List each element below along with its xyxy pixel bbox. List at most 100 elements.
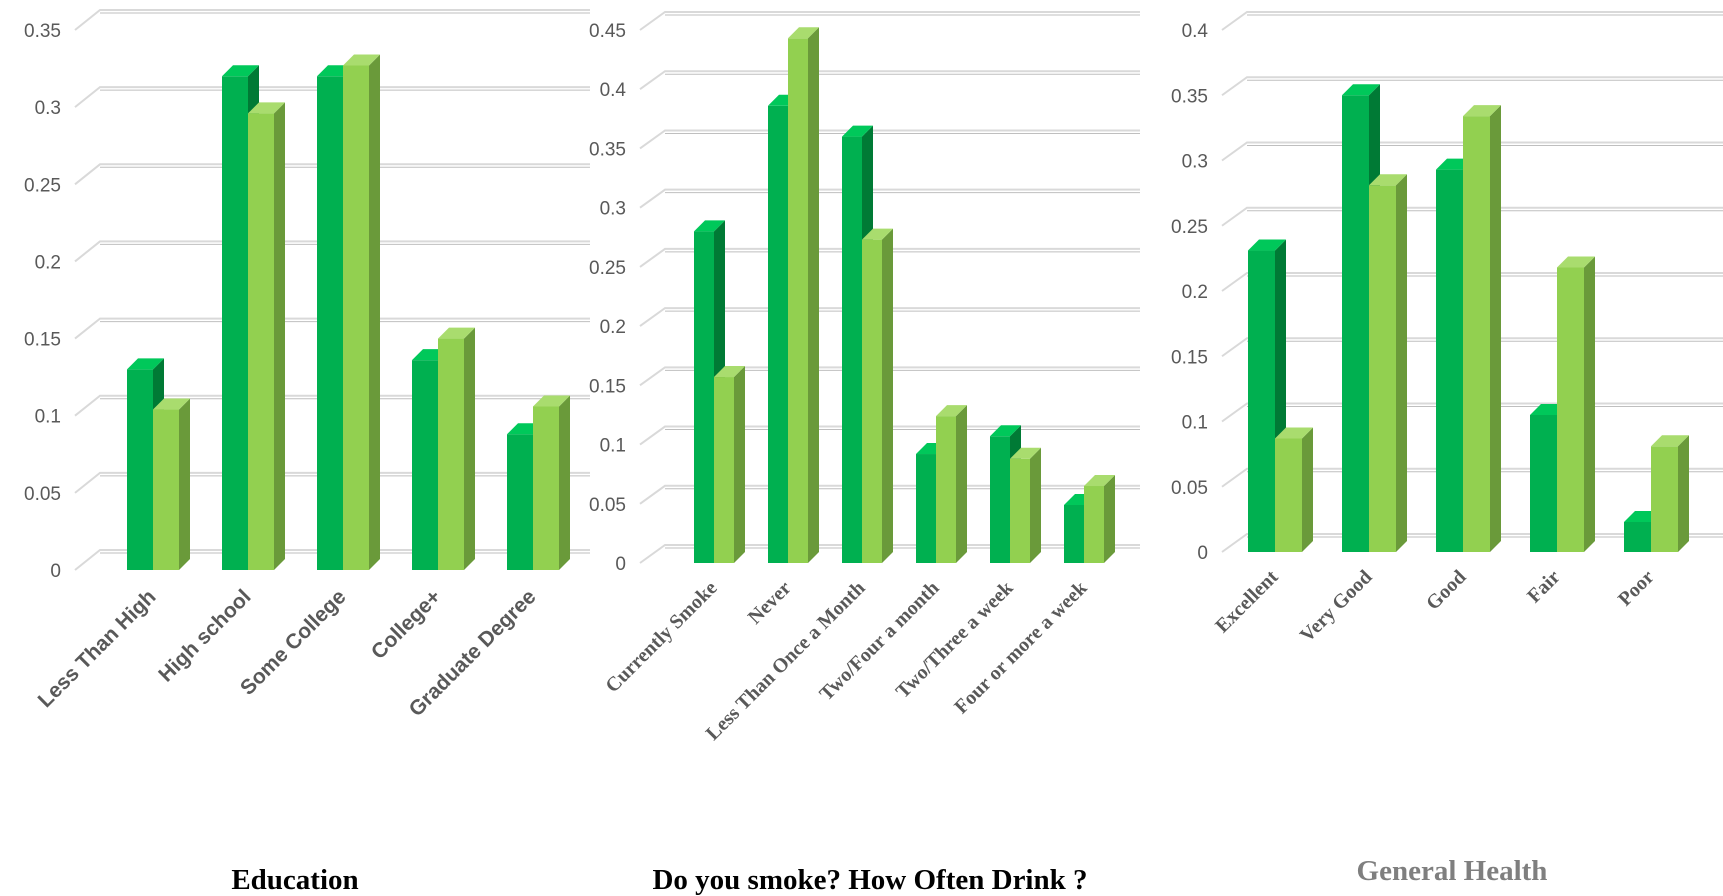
bar-top [438,327,475,339]
y-tick-label: 0.3 [35,98,61,119]
y-tick-labels: 0 0.05 0.1 0.15 0.2 0.25 0.3 0.35 0.4 [1171,21,1208,564]
bar-top [1651,435,1689,447]
gridline [639,425,1140,446]
bar-front [1436,169,1463,552]
chart-title: General Health [1357,855,1548,887]
bar-front [1369,185,1396,553]
bar-side [1678,435,1689,552]
y-tick-label: 0.35 [24,21,61,42]
chart-title: Education [231,864,358,896]
bar-front [127,369,153,570]
bar-series2-two-four-a-month [936,405,967,563]
bar-front [317,76,343,571]
bar-front [694,231,714,563]
y-tick-label: 0.1 [35,407,61,428]
bar-front [153,409,179,570]
bar-front [1342,95,1369,552]
x-category-label: Less Than High [34,585,161,712]
bar-series2-fair [1557,256,1595,552]
bar-side [274,102,285,571]
y-tick-label: 0.25 [1171,217,1208,238]
bar-side [1302,427,1313,552]
bar-front [768,105,788,563]
bar-top [694,220,725,232]
chart-2: 0 0.05 0.1 0.15 0.2 0.25 0.3 0.35 0.4 0.45 Current… [589,11,1140,896]
bar-side [1104,475,1115,563]
bar-series2-excellent [1275,427,1313,552]
bar-front [1651,446,1678,552]
bar-top [533,395,570,407]
bar-side [369,54,380,570]
gridline [639,11,1140,31]
bar-top [990,425,1021,437]
bar-front [343,65,369,570]
bar-side [1584,256,1595,552]
gridline [74,240,590,263]
bar-series2-high-school [248,102,285,571]
gridline [639,366,1140,387]
x-category-label: Very Good [1296,566,1377,647]
bar-top [222,65,259,77]
bar-series2-four-or-more-a-week [1084,475,1115,563]
bar-side [179,398,190,570]
bar-front [1463,116,1490,552]
bar-side [882,228,893,563]
bar-front [1275,438,1302,552]
bar-top [788,27,819,39]
bar-top [127,358,164,370]
x-category-label: Currently Smoke [601,577,721,697]
y-tick-label: 0.3 [600,199,626,220]
bar-top [1084,475,1115,487]
y-tick-label: 0.05 [589,495,626,516]
gridline [74,86,590,108]
x-category-label: Never [744,577,796,629]
bar-top [248,102,285,114]
bar-top [714,366,745,378]
y-tick-label: 0.1 [600,436,626,457]
x-category-label: Good [1422,566,1471,615]
bar-front [1064,504,1084,563]
y-tick-label: 0.25 [589,258,626,279]
gridline [639,129,1140,150]
y-tick-label: 0.2 [1182,282,1208,303]
y-tick-label: 0.2 [35,252,61,273]
gridline [74,9,590,31]
bar-side [734,366,745,563]
y-tick-label: 0.35 [1171,86,1208,107]
bar-series2-college- [438,327,475,570]
bar-front [507,434,533,570]
y-tick-label: 0.4 [600,80,627,101]
y-tick-label: 0.05 [24,484,61,505]
y-tick-label: 0.15 [589,376,626,397]
bar-top [343,54,380,66]
bar-series2-poor [1651,435,1689,552]
y-tick-label: 0 [615,554,626,575]
bar-side [559,395,570,570]
bar-series2-very-good [1369,174,1407,553]
bar-top [1010,447,1041,459]
y-tick-label: 0.4 [1182,21,1209,42]
y-tick-label: 0 [50,561,61,582]
y-tick-labels: 0 0.05 0.1 0.15 0.2 0.25 0.3 0.35 0.4 0.45 [589,21,626,575]
chart-1: 0 0.05 0.1 0.15 0.2 0.25 0.3 0.35 Less Than High… [24,9,590,896]
y-tick-label: 0 [1197,543,1208,564]
bar-front [222,76,248,571]
y-tick-label: 0.35 [589,139,626,160]
bar-top [936,405,967,417]
x-category-label: Poor [1614,566,1659,611]
bar-front [916,454,936,563]
bar-series2-currently-smoke [714,366,745,563]
chart-3: 0 0.05 0.1 0.15 0.2 0.25 0.3 0.35 0.4 Excellent Ve… [1171,11,1723,887]
bar-top [842,125,873,137]
gridline [1221,11,1723,31]
chart-title: Do you smoke? How Often Drink ? [652,864,1087,896]
bar-side [1490,105,1501,552]
gridline [639,307,1140,327]
bar-front [842,136,862,563]
bar-top [1248,239,1286,251]
bar-side [956,405,967,563]
bar-front [412,360,438,570]
gridline [639,70,1140,91]
bar-front [533,406,559,570]
